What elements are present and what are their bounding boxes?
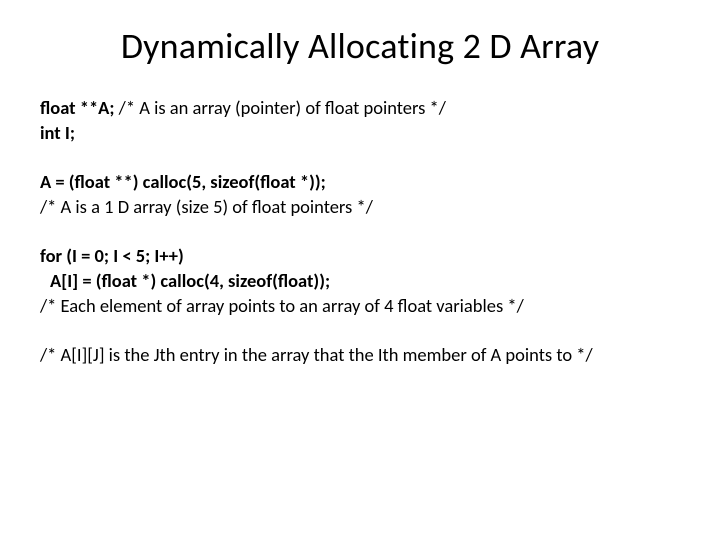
loop-line-2: A[I] = (float *) calloc(4, sizeof(float)…: [40, 269, 680, 294]
declarations-block: float **A; /* A is an array (pointer) of…: [40, 96, 680, 146]
decl-line-1-rest: /* A is an array (pointer) of float poin…: [115, 96, 446, 119]
slide-title: Dynamically Allocating 2 D Array: [40, 24, 680, 68]
loop-line-3: /* Each element of array points to an ar…: [40, 294, 680, 319]
loop-line-1: for (I = 0; I < 5; I++): [40, 244, 680, 269]
alloc-line-2: /* A is a 1 D array (size 5) of float po…: [40, 195, 680, 220]
alloc-block: A = (float **) calloc(5, sizeof(float *)…: [40, 170, 680, 220]
decl-line-1: float **A; /* A is an array (pointer) of…: [40, 96, 680, 121]
final-line-1: /* A[I][J] is the Jth entry in the array…: [40, 343, 680, 368]
loop-block: for (I = 0; I < 5; I++) A[I] = (float *)…: [40, 244, 680, 319]
alloc-line-1: A = (float **) calloc(5, sizeof(float *)…: [40, 170, 680, 195]
slide-content: float **A; /* A is an array (pointer) of…: [40, 96, 680, 368]
decl-line-2: int I;: [40, 121, 680, 146]
final-block: /* A[I][J] is the Jth entry in the array…: [40, 343, 680, 368]
decl-line-1-bold: float **A;: [40, 96, 115, 119]
slide: Dynamically Allocating 2 D Array float *…: [0, 0, 720, 540]
